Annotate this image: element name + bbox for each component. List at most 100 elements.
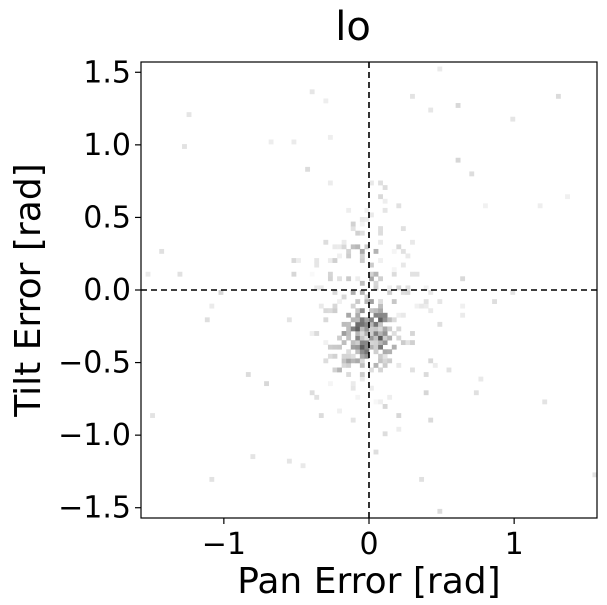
heatmap-cell xyxy=(396,426,402,432)
heatmap-cell xyxy=(346,331,352,336)
heatmap-cell xyxy=(369,212,374,218)
heatmap-cell xyxy=(364,317,370,323)
heatmap-cell xyxy=(182,144,187,149)
heatmap-cell xyxy=(391,331,397,336)
heatmap-cell xyxy=(446,367,452,373)
heatmap-cell xyxy=(245,372,251,377)
heatmap-cell xyxy=(391,267,397,273)
y-tick-label: −0.5 xyxy=(58,346,131,381)
heatmap-cell xyxy=(373,248,379,254)
heatmap-cell xyxy=(359,280,365,286)
heatmap-cell xyxy=(455,157,461,163)
heatmap-cell xyxy=(346,358,352,364)
heatmap-cell xyxy=(355,321,361,327)
heatmap-cell xyxy=(327,308,333,314)
heatmap-cell xyxy=(355,317,361,323)
heatmap-cell xyxy=(346,248,352,254)
heatmap-cell xyxy=(373,326,379,332)
heatmap-cell xyxy=(327,353,333,359)
heatmap-cell xyxy=(455,103,461,108)
heatmap-cell xyxy=(378,194,383,200)
heatmap-cell xyxy=(419,476,425,482)
heatmap-cell xyxy=(346,321,352,327)
heatmap-cell xyxy=(396,285,402,291)
heatmap-cell xyxy=(378,367,383,373)
heatmap-cell xyxy=(391,317,397,323)
heatmap-cell xyxy=(341,244,347,250)
heatmap-cell xyxy=(437,508,443,514)
heatmap-cell xyxy=(359,362,365,368)
heatmap-cell xyxy=(387,358,393,364)
heatmap-cell xyxy=(473,390,479,396)
heatmap-cell xyxy=(419,303,425,309)
heatmap-cell xyxy=(350,244,356,250)
heatmap-cell xyxy=(483,203,488,209)
heatmap-cell xyxy=(364,349,370,355)
heatmap-cell xyxy=(346,362,352,368)
heatmap-cell xyxy=(369,326,374,332)
heatmap-cell xyxy=(327,134,333,140)
heatmap-cell xyxy=(359,248,365,254)
heatmap-cell xyxy=(369,317,374,323)
heatmap-cell xyxy=(423,285,429,291)
heatmap-cell xyxy=(359,331,365,336)
heatmap-cell xyxy=(387,317,393,323)
heatmap-cell xyxy=(410,331,415,336)
heatmap-cell xyxy=(369,367,374,373)
heatmap-cell xyxy=(432,362,438,368)
heatmap-cell xyxy=(355,244,361,250)
heatmap-cell xyxy=(346,207,352,213)
heatmap-cell xyxy=(373,362,379,368)
heatmap-cell xyxy=(369,262,374,268)
heatmap-cell xyxy=(378,353,383,359)
heatmap-cell xyxy=(382,312,388,318)
heatmap-cell xyxy=(378,331,383,336)
heatmap-cell xyxy=(382,326,388,332)
heatmap-cell xyxy=(159,248,165,254)
heatmap-cell xyxy=(309,89,315,95)
heatmap-cell xyxy=(341,353,347,359)
heatmap-cell xyxy=(359,358,365,364)
heatmap-cell xyxy=(373,340,379,346)
heatmap-cell xyxy=(542,399,548,405)
heatmap-cell xyxy=(373,344,379,350)
heatmap-cell xyxy=(359,290,365,295)
heatmap-cell xyxy=(359,221,365,227)
heatmap-cell xyxy=(346,335,352,341)
heatmap-cell xyxy=(382,353,388,359)
heatmap-cell xyxy=(359,321,365,327)
heatmap-cell xyxy=(286,458,292,464)
heatmap-cell xyxy=(437,321,443,327)
heatmap-cell xyxy=(396,244,402,250)
heatmap-cell xyxy=(359,353,365,359)
heatmap-cell xyxy=(350,303,356,309)
heatmap-cell xyxy=(364,335,370,341)
heatmap-cell xyxy=(309,390,315,396)
heatmap-cell xyxy=(314,258,320,263)
heatmap-cell xyxy=(369,340,374,346)
heatmap-cell xyxy=(355,312,361,318)
heatmap-cell xyxy=(346,353,352,359)
heatmap-cell xyxy=(378,180,383,186)
heatmap-cell xyxy=(332,344,338,350)
heatmap-cell xyxy=(350,358,356,364)
heatmap-cell xyxy=(400,262,406,268)
heatmap-cell xyxy=(369,344,374,350)
heatmap-cell xyxy=(387,349,393,355)
heatmap-cell xyxy=(359,258,365,263)
heatmap-cell xyxy=(286,317,292,323)
heatmap-cell xyxy=(396,312,402,318)
heatmap-cell xyxy=(378,276,383,282)
heatmap-cell xyxy=(369,321,374,327)
heatmap-cell xyxy=(364,353,370,359)
heatmap-cell xyxy=(373,285,379,291)
heatmap-cell xyxy=(469,171,475,177)
heatmap-cell xyxy=(327,344,333,350)
heatmap-cell xyxy=(592,472,598,478)
heatmap-cell xyxy=(355,326,361,332)
heatmap-cell xyxy=(369,299,374,304)
heatmap-cell xyxy=(359,230,365,236)
heatmap-cell xyxy=(373,321,379,327)
heatmap-cell xyxy=(332,303,338,309)
heatmap-cell xyxy=(337,367,342,373)
